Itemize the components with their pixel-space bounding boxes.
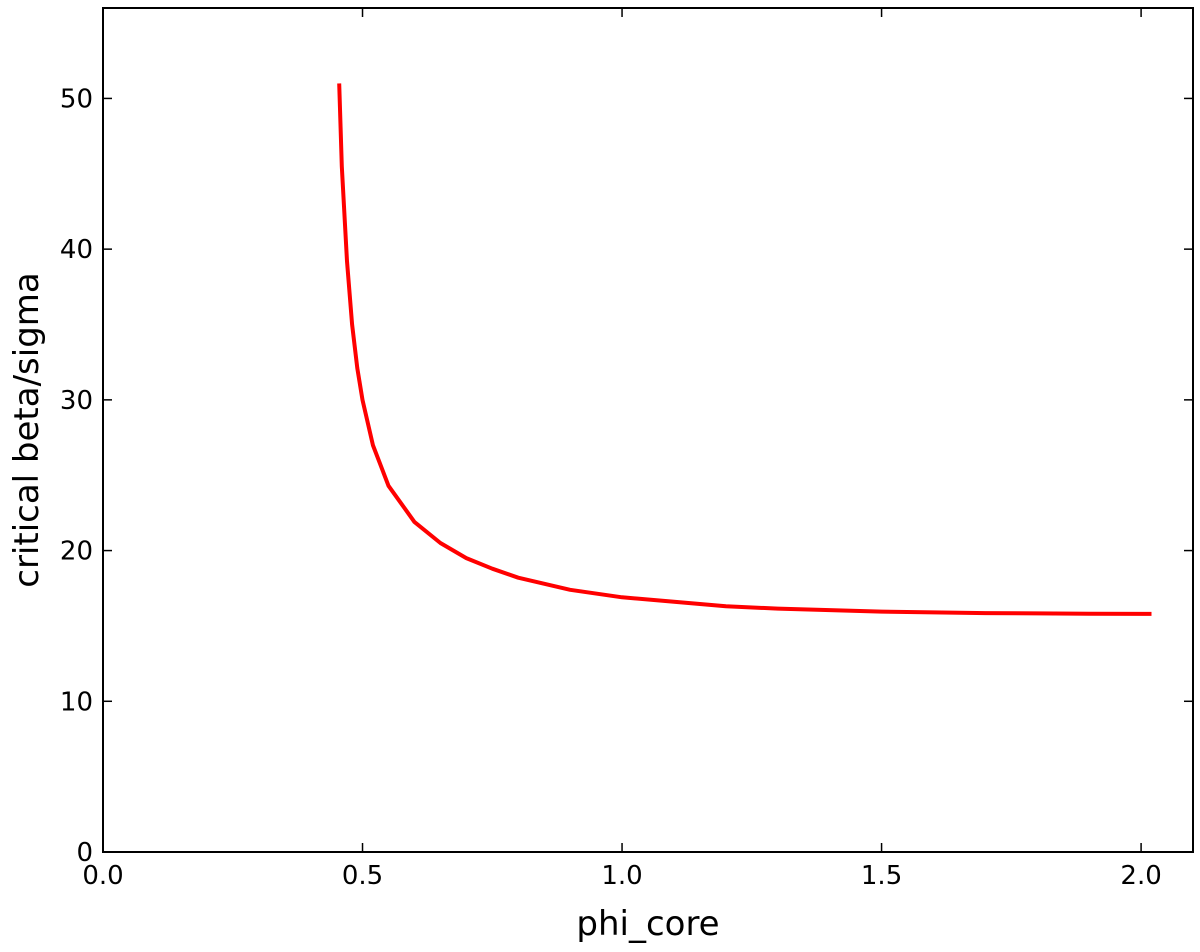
x-tick-label: 0.0: [82, 861, 123, 891]
x-tick-label: 1.0: [601, 861, 642, 891]
series-line: [337, 83, 1152, 616]
y-tick-label: 30: [60, 386, 93, 416]
x-tick-label: 2.0: [1120, 861, 1161, 891]
y-tick-label: 50: [60, 84, 93, 114]
y-axis-label: critical beta/sigma: [7, 272, 47, 588]
x-tick-label: 1.5: [861, 861, 902, 891]
x-axis-label: phi_core: [576, 904, 719, 944]
plot-frame: [102, 7, 1194, 853]
y-tick-label: 40: [60, 235, 93, 265]
y-tick-label: 0: [76, 838, 93, 868]
series-layer: [337, 83, 1152, 616]
tick-labels-layer: 0.0 0.5 1.0 1.5 2.0 0 10 20 30 40 50: [60, 84, 1162, 891]
y-tick-label: 20: [60, 537, 93, 567]
x-tick-label: 0.5: [342, 861, 383, 891]
ticks-layer: [102, 8, 1193, 853]
y-tick-label: 10: [60, 687, 93, 717]
